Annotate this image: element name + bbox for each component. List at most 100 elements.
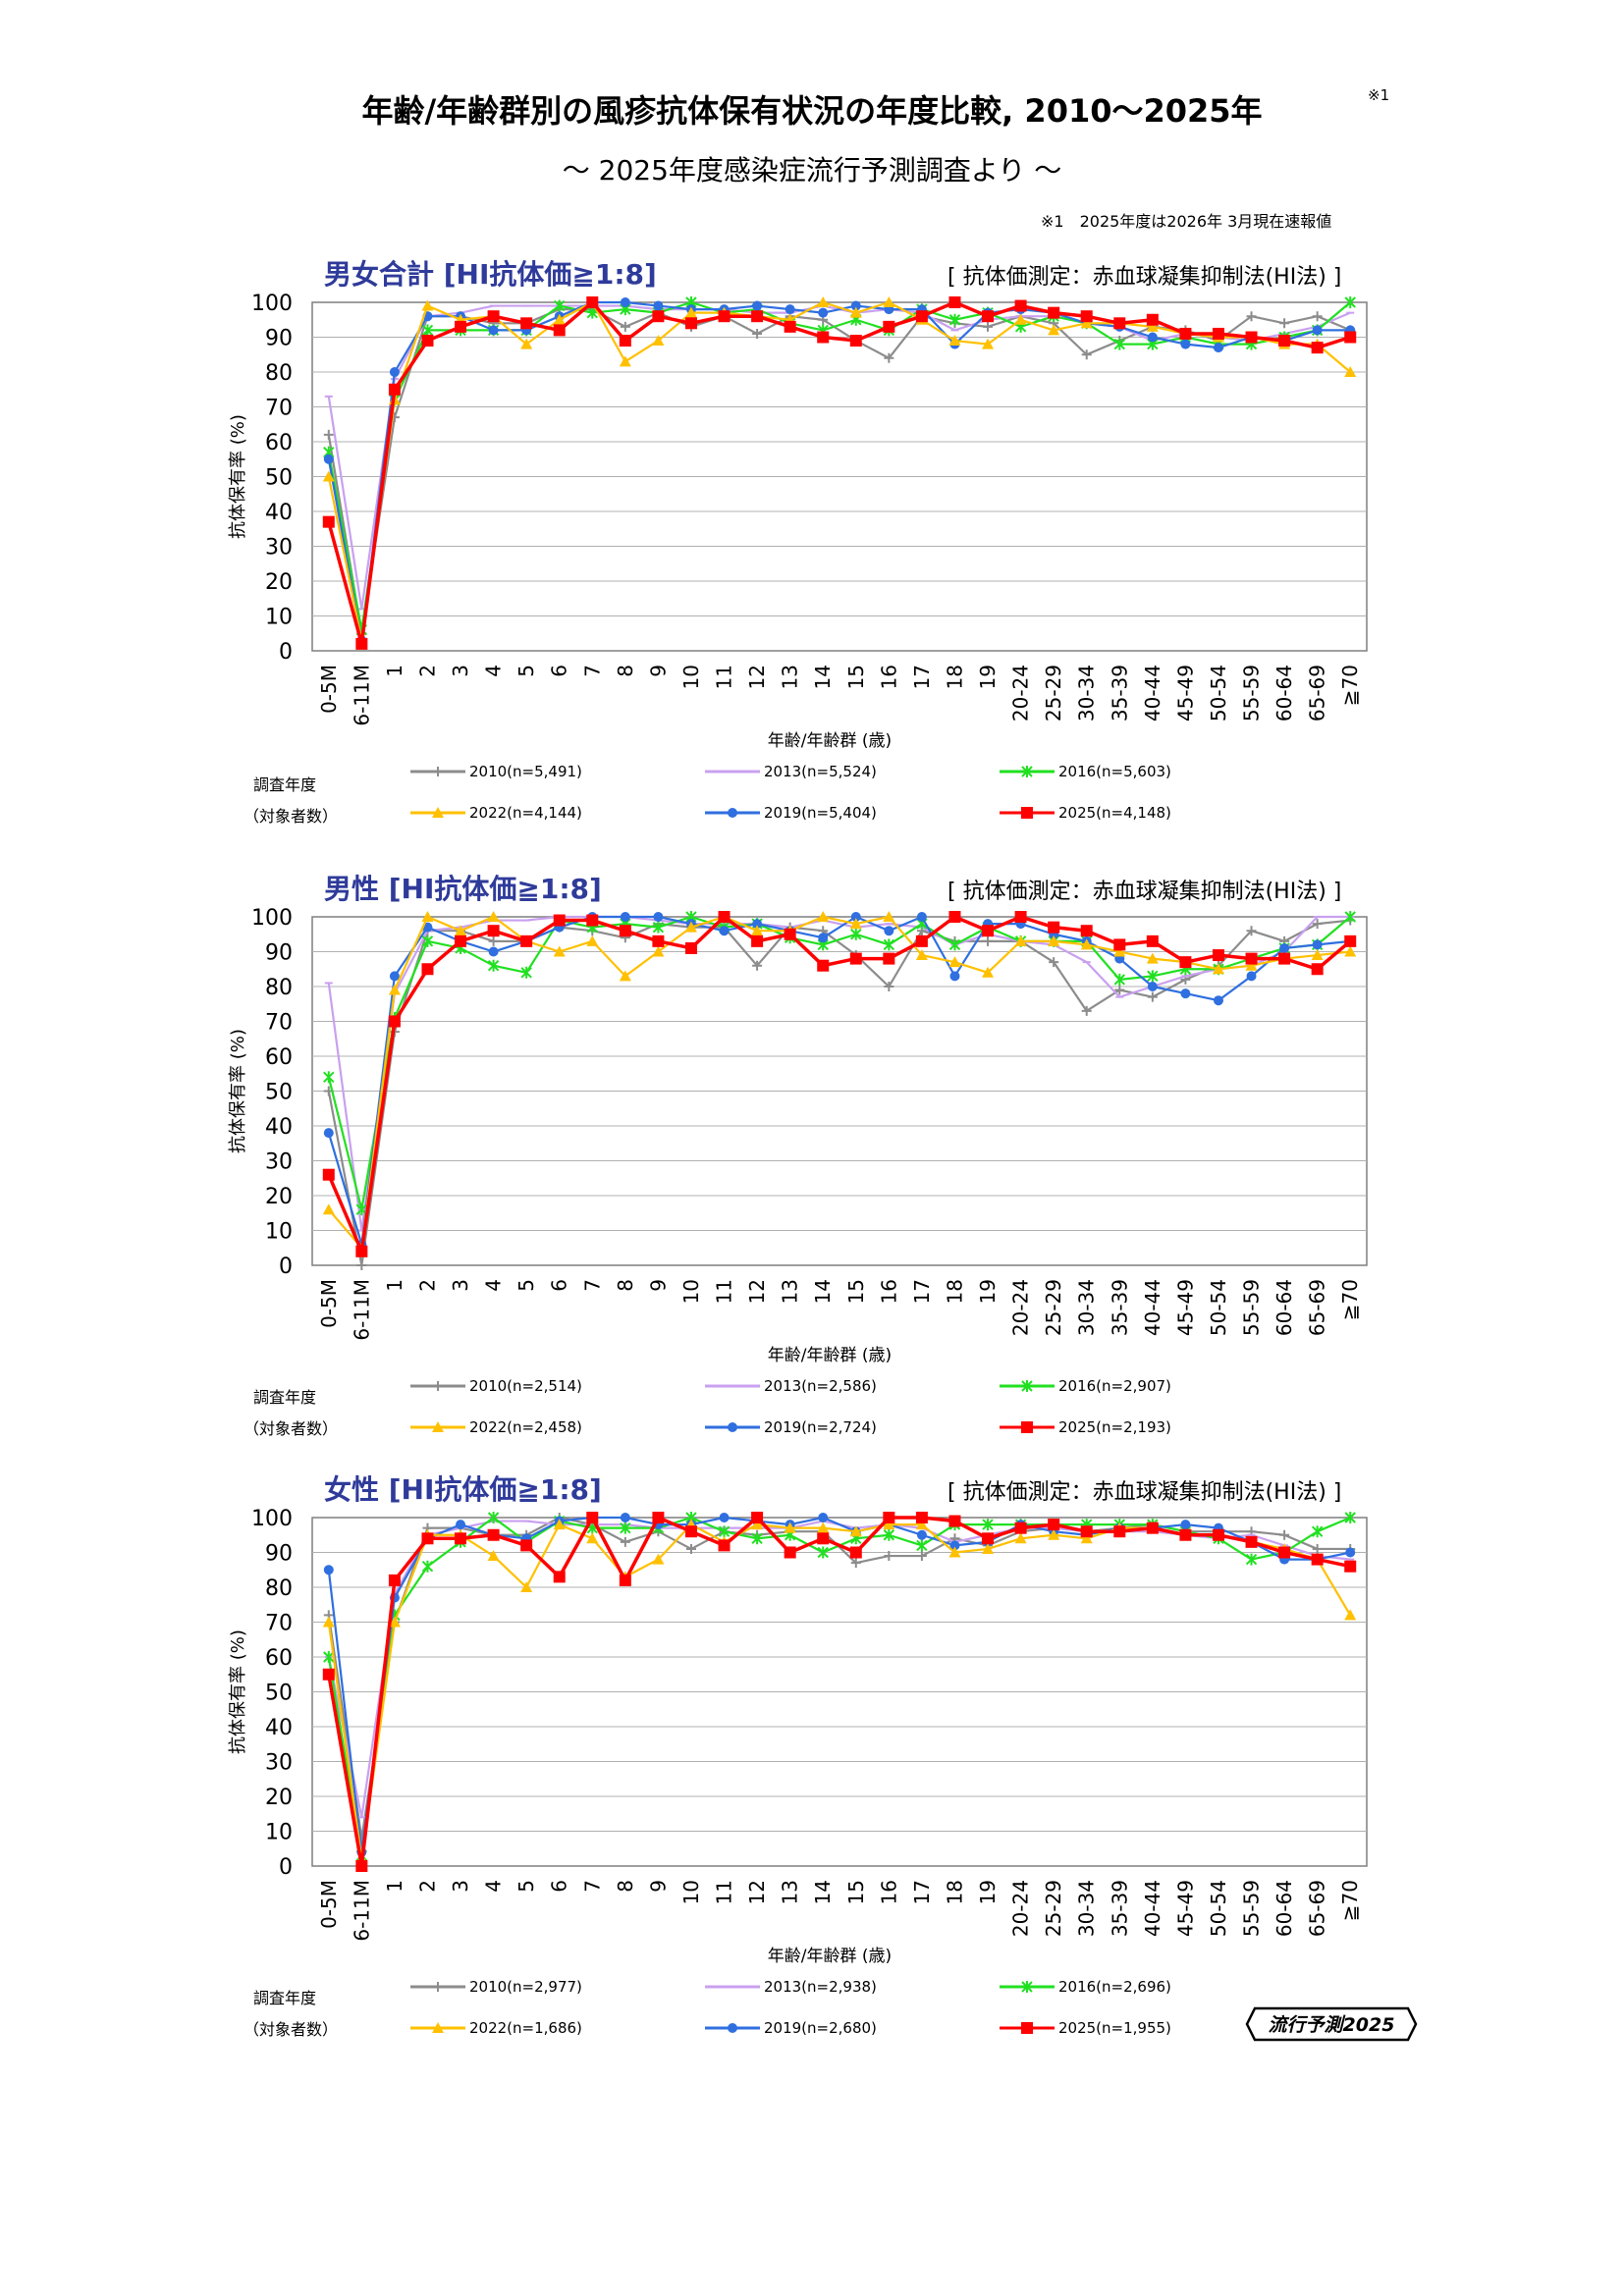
x-tick-label: 45-49 [1173, 665, 1197, 721]
page-subtitle: ～ 2025年度感染症流行予測調査より ～ [562, 154, 1062, 187]
legend-swatch-2016 [1000, 1380, 1055, 1392]
data-point-2022 [982, 338, 995, 349]
data-point-2016 [1344, 296, 1356, 308]
legend-label: 2022(n=1,686) [469, 2019, 582, 2037]
data-point-2025 [652, 934, 665, 947]
legend-swatch-2019 [705, 2023, 760, 2033]
data-point-2025 [784, 928, 796, 940]
series-2025 [322, 296, 1357, 650]
data-point-2016 [850, 928, 862, 940]
data-point-2010 [1049, 957, 1059, 968]
data-point-2019 [752, 300, 763, 311]
legend-swatch-2025 [1000, 2022, 1055, 2034]
data-point-2022 [619, 355, 631, 367]
y-tick-label: 10 [265, 606, 293, 630]
x-tick-label: 20-24 [1009, 665, 1033, 721]
data-point-2025 [487, 310, 500, 323]
data-point-2025 [652, 1512, 665, 1523]
legend-swatch-2010 [410, 1982, 465, 1992]
data-point-2019 [949, 1540, 960, 1551]
x-tick-label: 18 [943, 665, 966, 689]
data-point-2019 [620, 1513, 630, 1522]
legend-marker-2022 [432, 807, 444, 818]
data-point-2022 [751, 1519, 764, 1530]
data-point-2019 [719, 926, 730, 936]
data-point-2022 [948, 1546, 961, 1558]
data-point-2025 [322, 515, 335, 528]
data-point-2025 [883, 320, 895, 333]
legend-item-2022: 2022(n=4,144) [410, 803, 582, 823]
data-point-2025 [421, 963, 434, 976]
data-point-2025 [1344, 934, 1357, 947]
data-point-2022 [652, 1553, 665, 1565]
data-point-2010 [884, 1551, 894, 1562]
data-point-2010 [1114, 985, 1125, 995]
y-tick-label: 70 [265, 1612, 293, 1636]
data-point-2025 [355, 637, 368, 650]
legend-marker-2025 [1021, 1421, 1033, 1433]
data-point-2025 [982, 310, 995, 323]
x-tick-label: 1 [383, 1880, 406, 1893]
x-tick-label: 50-54 [1207, 1880, 1230, 1937]
x-tick-label: 45-49 [1173, 1880, 1197, 1937]
data-point-2022 [684, 921, 697, 933]
data-point-2019 [389, 367, 400, 377]
legend-item-2013: 2013(n=2,938) [705, 1977, 877, 1997]
x-tick-label: 45-49 [1173, 1279, 1197, 1336]
y-tick-label: 100 [251, 906, 293, 931]
data-point-2016 [323, 1651, 335, 1663]
x-tick-label: 13 [779, 1279, 802, 1304]
data-point-2025 [1113, 1525, 1126, 1538]
x-tick-label: 14 [811, 1279, 835, 1304]
series-line-2016 [327, 915, 1351, 1211]
legend-heading: 調査年度 [253, 775, 317, 794]
data-point-2025 [355, 1245, 368, 1257]
legend-swatch-2013 [705, 1985, 760, 1989]
x-tick-label: 18 [943, 1880, 966, 1904]
data-point-2019 [850, 912, 861, 922]
data-point-2016 [1147, 970, 1159, 983]
data-point-2025 [455, 320, 467, 333]
series-line-2010 [327, 919, 1351, 1267]
data-point-2010 [850, 1558, 861, 1569]
data-point-2016 [652, 921, 665, 934]
data-point-2010 [752, 960, 763, 971]
data-point-2022 [817, 911, 830, 922]
data-point-2016 [751, 1532, 763, 1545]
data-point-2022 [652, 335, 665, 347]
x-tick-label: 30-34 [1075, 1880, 1099, 1937]
y-tick-label: 50 [265, 466, 293, 491]
data-point-2016 [883, 1528, 895, 1541]
data-point-2025 [751, 934, 764, 947]
chart-panel-female: 女性 [HI抗体価≧1:8] [ 抗体価測定：赤血球凝集抑制法(HI法) ] 0… [0, 1468, 1624, 2057]
data-point-2022 [1245, 959, 1258, 971]
data-point-2022 [520, 338, 533, 349]
data-point-2025 [1014, 1522, 1027, 1534]
data-point-2019 [323, 454, 334, 464]
x-tick-label: 10 [679, 1279, 703, 1304]
x-tick-label: 2 [415, 1279, 439, 1292]
y-tick-label: 40 [265, 1115, 293, 1140]
y-tick-label: 30 [265, 536, 293, 561]
legend-marker-2019 [728, 2023, 737, 2033]
method-label: [ 抗体価測定：赤血球凝集抑制法(HI法) ] [947, 265, 1342, 290]
data-point-2016 [817, 1546, 829, 1559]
data-point-2016 [620, 1522, 631, 1534]
data-point-2019 [653, 300, 664, 311]
x-tick-label: 15 [844, 665, 868, 689]
data-point-2019 [916, 912, 927, 922]
data-point-2022 [883, 911, 895, 922]
data-point-2025 [915, 310, 928, 323]
data-point-2025 [948, 911, 961, 923]
data-point-2025 [684, 941, 697, 954]
data-point-2025 [1048, 921, 1060, 934]
x-tick-label: ≧70 [1338, 665, 1362, 706]
data-point-2010 [356, 1260, 367, 1270]
series-2025 [322, 911, 1357, 1257]
data-point-2022 [1014, 934, 1027, 946]
data-point-2019 [818, 933, 829, 943]
legend-label: 2010(n=2,514) [469, 1377, 582, 1395]
y-tick-label: 80 [265, 1576, 293, 1601]
data-point-2022 [520, 1581, 533, 1592]
x-tick-label: 20-24 [1009, 1880, 1033, 1937]
